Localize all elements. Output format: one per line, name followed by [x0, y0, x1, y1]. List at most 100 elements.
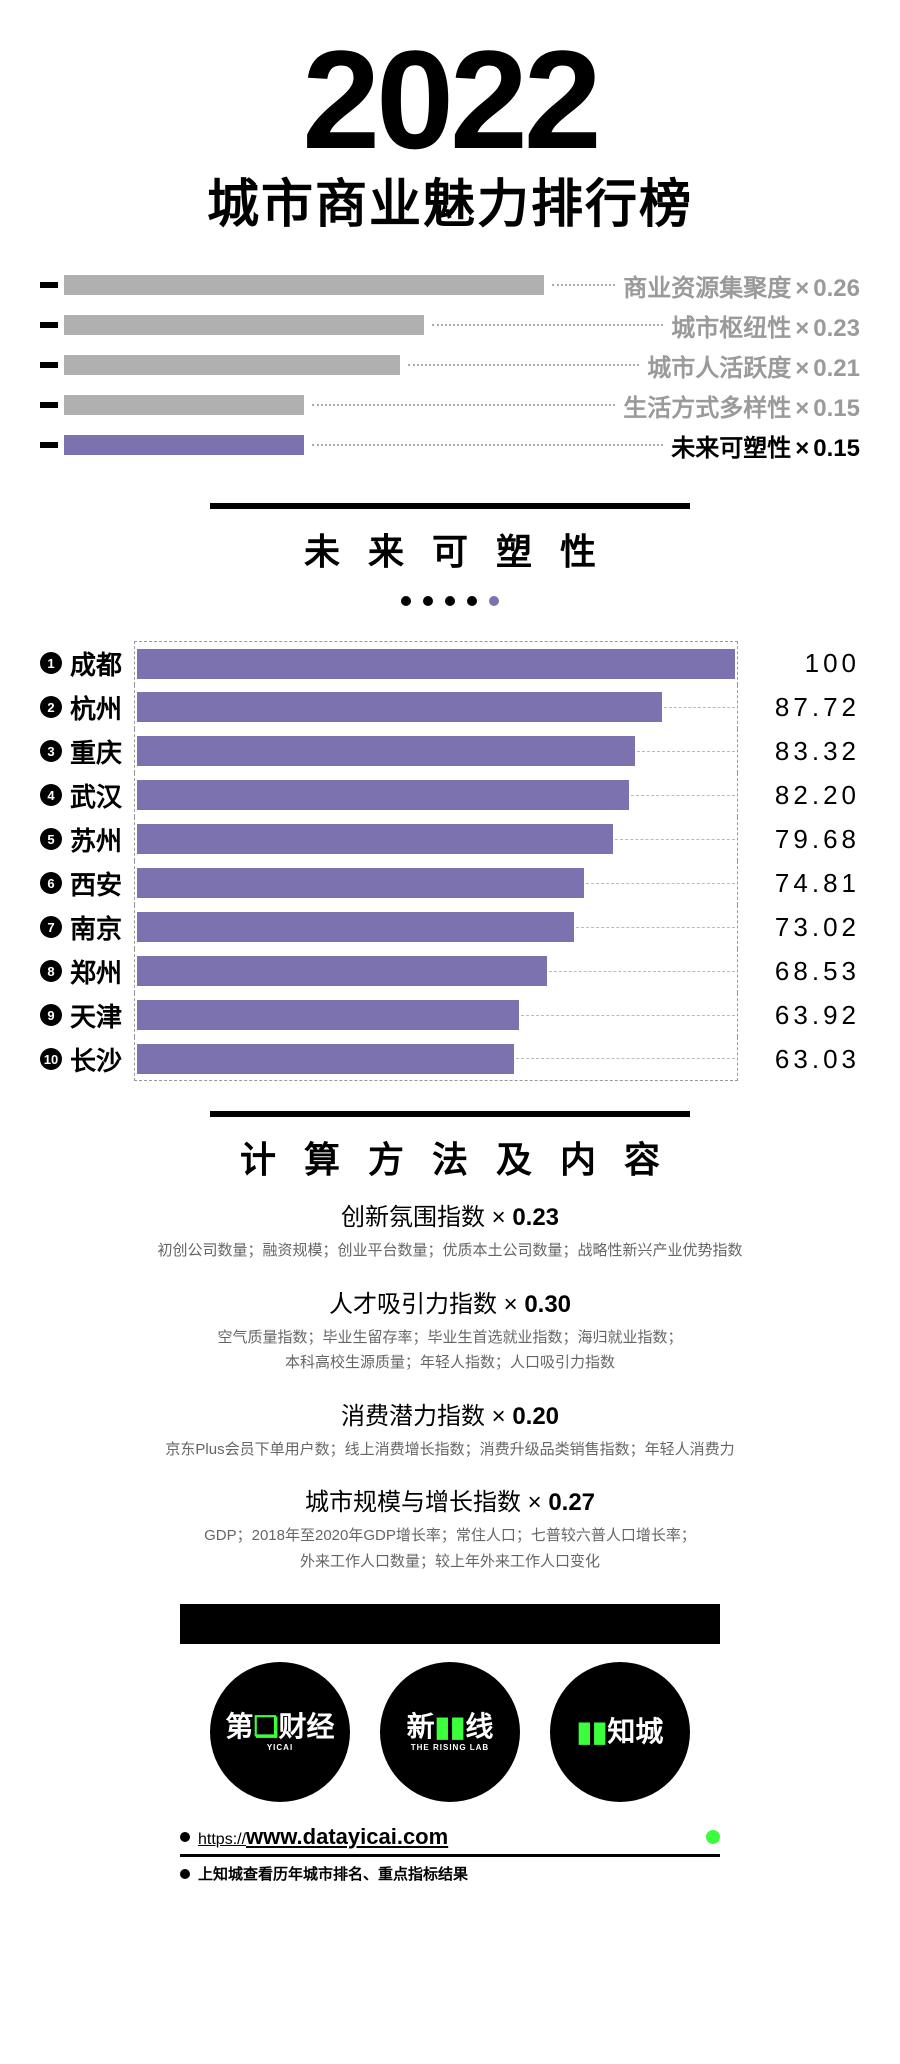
- weight-label: 生活方式多样性×0.15: [623, 388, 860, 423]
- weight-row: 生活方式多样性×0.15: [40, 387, 860, 423]
- rank-city: 苏州: [70, 821, 134, 858]
- footer-note: 上知城查看历年城市排名、重点指标结果: [198, 1863, 468, 1884]
- rank-row: 8郑州68.53: [40, 949, 860, 993]
- tick-icon: [40, 402, 58, 408]
- dash-fill: [615, 839, 735, 840]
- pager-dot[interactable]: [489, 596, 499, 606]
- rank-bar-cell: [134, 949, 738, 993]
- method-title: 计算方法及内容: [40, 1131, 860, 1183]
- rank-value: 63.92: [750, 1000, 860, 1031]
- pager-dot[interactable]: [401, 596, 411, 606]
- weight-row: 城市枢纽性×0.23: [40, 307, 860, 343]
- dash-fill: [408, 364, 639, 366]
- tick-icon: [40, 282, 58, 288]
- rank-bar-cell: [134, 1037, 738, 1081]
- method-desc: 空气质量指数；毕业生留存率；毕业生首选就业指数；海归就业指数；本科高校生源质量；…: [40, 1325, 860, 1376]
- weight-bar: [64, 315, 424, 335]
- rank-city: 武汉: [70, 777, 134, 814]
- rank-city: 成都: [70, 645, 134, 682]
- rank-row: 10长沙63.03: [40, 1037, 860, 1081]
- weights-chart: 商业资源集聚度×0.26 城市枢纽性×0.23 城市人活跃度×0.21 生活方式多样性…: [40, 267, 860, 463]
- rank-bar: [137, 912, 574, 942]
- dash-fill: [631, 795, 735, 796]
- rank-row: 2 杭州 87.72: [40, 685, 860, 729]
- pager-dot[interactable]: [445, 596, 455, 606]
- rank-bar-cell: [134, 685, 738, 729]
- ranking-chart: 1成都1002杭州87.723重庆83.324武汉82.205苏州79.686西…: [40, 641, 860, 1081]
- dash-fill: [312, 444, 663, 446]
- dash-fill: [516, 1058, 735, 1059]
- method-head: 创新氛围指数 × 0.23: [40, 1197, 860, 1232]
- rank-bar-cell: [134, 641, 738, 685]
- header-year: 2022: [40, 30, 860, 170]
- method-desc: 初创公司数量；融资规模；创业平台数量；优质本土公司数量；战略性新兴产业优势指数: [40, 1238, 860, 1264]
- rank-bar-cell: [134, 729, 738, 773]
- method-list: 创新氛围指数 × 0.23 初创公司数量；融资规模；创业平台数量；优质本土公司数量…: [40, 1197, 860, 1574]
- rank-city: 重庆: [70, 733, 134, 770]
- rank-bar: [137, 824, 613, 854]
- rank-row: 6西安74.81: [40, 861, 860, 905]
- rank-city: 天津: [70, 997, 134, 1034]
- rank-number: 9: [40, 1004, 62, 1026]
- dash-fill: [549, 971, 735, 972]
- weight-row: 未来可塑性×0.15: [40, 427, 860, 463]
- method-item: 人才吸引力指数 × 0.30 空气质量指数；毕业生留存率；毕业生首选就业指数；海归…: [40, 1284, 860, 1376]
- method-item: 城市规模与增长指数 × 0.27GDP；2018年至2020年GDP增长率；常住…: [40, 1482, 860, 1574]
- rank-bar-cell: [134, 993, 738, 1037]
- header-title: 城市商业魅力排行榜: [40, 162, 860, 237]
- rank-bar: [137, 1000, 519, 1030]
- method-head: 人才吸引力指数 × 0.30: [40, 1284, 860, 1319]
- brand-logo: ▮▮知城: [550, 1662, 690, 1802]
- logo-row: 第❏财经YICAI新▮▮线THE RISING LAB▮▮知城: [40, 1662, 860, 1802]
- dash-fill: [432, 324, 663, 326]
- weight-bar: [64, 275, 544, 295]
- rank-value: 68.53: [750, 956, 860, 987]
- method-item: 创新氛围指数 × 0.23 初创公司数量；融资规模；创业平台数量；优质本土公司数量…: [40, 1197, 860, 1264]
- rank-number: 8: [40, 960, 62, 982]
- footer-links: https:// www.datayicai.com 上知城查看历年城市排名、重…: [180, 1820, 720, 1890]
- rank-city: 杭州: [70, 689, 134, 726]
- footer-url[interactable]: www.datayicai.com: [246, 1824, 448, 1850]
- weight-label: 城市枢纽性×0.23: [671, 308, 860, 343]
- rank-row: 5苏州79.68: [40, 817, 860, 861]
- weight-row: 商业资源集聚度×0.26: [40, 267, 860, 303]
- weight-label: 商业资源集聚度×0.26: [623, 268, 860, 303]
- tick-icon: [40, 322, 58, 328]
- pager-dots: [40, 593, 860, 611]
- dash-fill: [664, 707, 735, 708]
- pager-dot[interactable]: [467, 596, 477, 606]
- method-desc: 京东Plus会员下单用户数；线上消费增长指数；消费升级品类销售指数；年轻人消费力: [40, 1437, 860, 1463]
- footer-url-prefix[interactable]: https://: [198, 1831, 246, 1849]
- weight-row: 城市人活跃度×0.21: [40, 347, 860, 383]
- rank-bar: [137, 868, 584, 898]
- weight-bar: [64, 435, 304, 455]
- pager-dot[interactable]: [423, 596, 433, 606]
- rank-row: 9 天津 63.92: [40, 993, 860, 1037]
- weight-label: 未来可塑性×0.15: [671, 428, 860, 463]
- rank-number: 2: [40, 696, 62, 718]
- footer-divider: [180, 1604, 720, 1644]
- rank-row: 4武汉82.20: [40, 773, 860, 817]
- tick-icon: [40, 442, 58, 448]
- rank-number: 10: [40, 1048, 62, 1070]
- dash-fill: [521, 1015, 735, 1016]
- rank-number: 4: [40, 784, 62, 806]
- rank-bar-cell: [134, 817, 738, 861]
- dash-fill: [312, 404, 615, 406]
- rank-bar: [137, 1044, 514, 1074]
- rank-number: 6: [40, 872, 62, 894]
- weight-bar: [64, 395, 304, 415]
- rank-number: 7: [40, 916, 62, 938]
- rank-bar: [137, 780, 629, 810]
- method-item: 消费潜力指数 × 0.20京东Plus会员下单用户数；线上消费增长指数；消费升级…: [40, 1396, 860, 1463]
- dash-fill: [637, 751, 735, 752]
- section-title: 未来可塑性: [40, 523, 860, 575]
- rank-value: 87.72: [750, 692, 860, 723]
- dash-fill: [586, 883, 735, 884]
- dash-fill: [576, 927, 735, 928]
- divider: [210, 503, 690, 509]
- brand-logo: 第❏财经YICAI: [210, 1662, 350, 1802]
- method-head: 城市规模与增长指数 × 0.27: [40, 1482, 860, 1517]
- rank-number: 5: [40, 828, 62, 850]
- rank-row: 1成都100: [40, 641, 860, 685]
